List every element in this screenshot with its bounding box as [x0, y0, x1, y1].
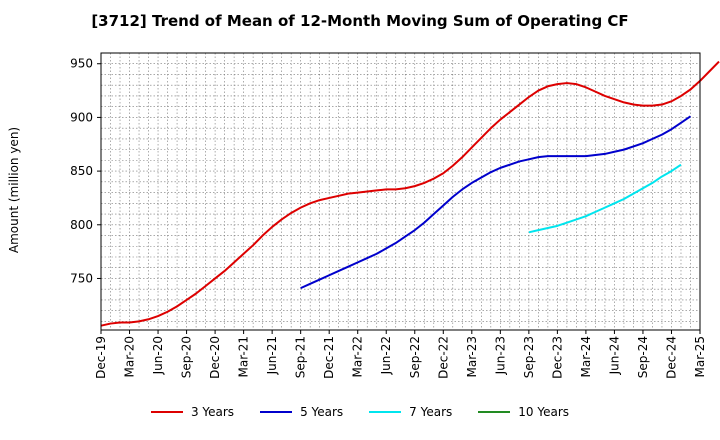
x-tick-label: Dec-19	[94, 336, 108, 379]
x-tick-label: Jun-21	[265, 336, 279, 375]
series-line-3-years	[100, 60, 720, 327]
x-tick-label: Jun-23	[493, 336, 507, 375]
x-tick-label: Mar-25	[693, 336, 707, 377]
x-tick-label: Mar-23	[465, 336, 479, 377]
legend-item-3-years: 3 Years	[150, 405, 235, 419]
legend-swatch-10-years	[478, 411, 511, 413]
series-lines	[100, 60, 720, 327]
legend-label-10-years: 10 Years	[518, 405, 570, 419]
x-tick-label: Dec-22	[436, 336, 450, 379]
legend-item-7-years: 7 Years	[369, 405, 452, 419]
x-tick-label: Sep-21	[294, 336, 308, 378]
legend-label-7-years: 7 Years	[409, 405, 453, 419]
grid	[101, 53, 700, 330]
x-tick-label: Mar-24	[579, 336, 593, 377]
y-tick-label: 850	[70, 164, 93, 178]
x-tick-label: Dec-21	[322, 336, 336, 379]
x-tick-label: Jun-20	[151, 336, 165, 375]
legend-label-3-years: 3 Years	[190, 405, 235, 419]
x-tick-label: Dec-20	[208, 336, 222, 379]
legend-swatch-5-years	[260, 411, 293, 413]
x-tick-label: Dec-24	[664, 336, 678, 379]
series-line-5-years	[300, 115, 692, 290]
chart-title: [3712] Trend of Mean of 12-Month Moving …	[91, 12, 629, 30]
y-tick-label: 900	[70, 110, 93, 124]
x-tick-labels: Dec-19 Mar-20 Jun-20 Sep-20 Dec-20 Mar-21 Jun-…	[94, 330, 707, 379]
legend-label-5-years: 5 Years	[300, 405, 344, 419]
plot-frame	[100, 52, 701, 331]
y-tick-label: 800	[70, 218, 93, 232]
x-tick-label: Dec-23	[550, 336, 564, 379]
series-line-7-years	[528, 163, 682, 234]
legend-swatch-7-years	[369, 411, 402, 413]
x-tick-label: Sep-24	[636, 336, 650, 378]
x-tick-label: Mar-21	[237, 336, 251, 377]
x-tick-label: Sep-22	[408, 336, 422, 378]
x-tick-label: Mar-22	[351, 336, 365, 377]
x-tick-label: Sep-23	[522, 336, 536, 378]
legend-item-10-years: 10 Years	[478, 405, 569, 419]
y-tick-labels: 750 800 850 900 950	[70, 57, 101, 285]
x-tick-label: Sep-20	[180, 336, 194, 378]
y-tick-label: 750	[70, 271, 93, 285]
x-tick-label: Jun-24	[607, 336, 621, 375]
legend: 3 Years 5 Years 7 Years 10 Years	[0, 405, 720, 419]
legend-swatch-3-years	[150, 411, 183, 413]
legend-item-5-years: 5 Years	[260, 405, 343, 419]
y-tick-label: 950	[70, 57, 93, 71]
x-tick-label: Mar-20	[123, 336, 137, 377]
x-tick-label: Jun-22	[379, 336, 393, 375]
